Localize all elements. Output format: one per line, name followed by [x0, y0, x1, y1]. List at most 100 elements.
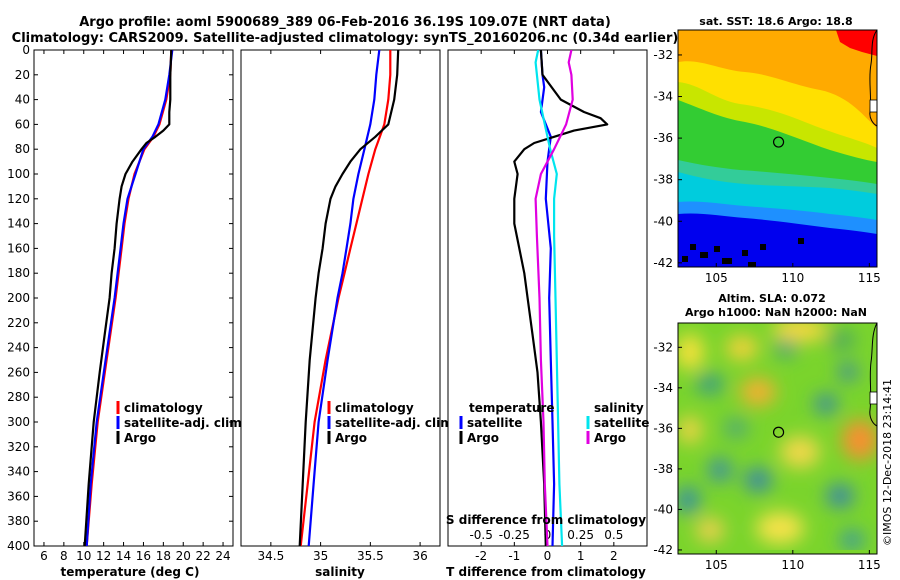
depth-tick-label: 380: [7, 514, 30, 528]
figure-title-line1: Argo profile: aoml 5900689_389 06-Feb-20…: [79, 15, 611, 30]
lat-tick-label: -42: [653, 543, 673, 557]
s-tick-label: 0.25: [567, 528, 594, 542]
x-tick-label: 1: [577, 549, 585, 563]
depth-tick-label: 400: [7, 539, 30, 553]
depth-tick-label: 340: [7, 465, 30, 479]
x-tick-label: 34.5: [257, 549, 284, 563]
series-line-argo: [298, 50, 400, 546]
x-tick-label: 10: [76, 549, 91, 563]
sst-coastline: [869, 30, 877, 127]
lat-tick-label: -42: [653, 256, 673, 270]
depth-tick-label: 160: [7, 241, 30, 255]
x-tick-label: 18: [156, 549, 171, 563]
sst-hotspot-red: [836, 30, 877, 56]
series-line-satellite-adj-clim-: [307, 50, 381, 546]
legend-title-salinity: salinity: [594, 401, 644, 415]
depth-tick-label: 60: [15, 117, 30, 131]
argo-position-marker: [772, 136, 785, 148]
legend-label-satellite: satellite-adj. clim.: [335, 416, 457, 430]
sst-map-field: [678, 30, 877, 267]
legend-label-argo: Argo: [335, 431, 367, 445]
x-tick-label: 12: [96, 549, 111, 563]
depth-tick-label: 220: [7, 316, 30, 330]
salinity-panel: 34.5 35 35.5 36 salinity climatology satell…: [240, 49, 457, 579]
lon-tick-label: 105: [705, 558, 728, 572]
difference-axes-frame: [447, 49, 648, 547]
legend-label-t-satellite: satellite: [467, 416, 522, 430]
salinity-x-axis: 34.5 35 35.5 36: [257, 50, 428, 563]
difference-xlabel: T difference from climatology: [446, 565, 646, 579]
series-line-t-argo: [513, 50, 609, 546]
series-line-s-argo: [534, 50, 574, 546]
temperature-legend: climatology satellite-adj. clim. Argo: [116, 401, 246, 445]
legend-label-s-argo: Argo: [594, 431, 626, 445]
depth-tick-label: 280: [7, 390, 30, 404]
lat-tick-label: -34: [653, 381, 673, 395]
sst-map-frame: [677, 29, 878, 268]
lat-tick-label: -32: [653, 48, 673, 62]
legend-label-argo: Argo: [124, 431, 156, 445]
lat-tick-label: -40: [653, 502, 673, 516]
x-tick-label: 8: [60, 549, 68, 563]
sst-band-blue: [678, 213, 877, 267]
imos-credit: ©IMOS 12-Dec-2018 23:14:41: [881, 379, 894, 546]
depth-tick-label: 140: [7, 217, 30, 231]
sst-map-title: sat. SST: 18.6 Argo: 18.8: [699, 15, 852, 28]
depth-tick-label: 40: [15, 93, 30, 107]
s-tick-label: -0.5: [469, 528, 492, 542]
depth-tick-label: 20: [15, 68, 30, 82]
sla-anomaly-blobs: [678, 323, 877, 550]
temperature-lines: [83, 50, 174, 546]
depth-tick-label: 360: [7, 489, 30, 503]
lat-tick-label: -32: [653, 340, 673, 354]
depth-tick-label: 100: [7, 167, 30, 181]
sla-map-frame: [677, 322, 878, 555]
depth-tick-label: 300: [7, 415, 30, 429]
x-tick-label: 6: [40, 549, 48, 563]
lon-tick-label: 115: [858, 558, 881, 572]
legend-title-temperature: temperature: [469, 401, 554, 415]
sla-map-field: [678, 323, 877, 554]
difference-x-axis: -2 -1 0 1 2: [475, 50, 618, 563]
temperature-panel: 0204060801001201401601802002202402602803…: [7, 43, 647, 579]
series-line-climatology: [299, 50, 392, 546]
legend-label-s-satellite: satellite: [594, 416, 649, 430]
series-line-t-satellite: [539, 50, 556, 546]
series-line-satellite-adj-clim-: [85, 50, 174, 546]
sla-map-axes: 105 110 115 -32 -34 -36 -38 -40 -42: [653, 340, 880, 572]
sla-land-patch: [869, 391, 877, 405]
sst-map: sat. SST: 18.6 Argo: 18.8 105 110 115 -32 -3…: [653, 15, 880, 285]
sla-coastline: [869, 323, 877, 427]
legend-label-climatology: climatology: [124, 401, 203, 415]
sla-map: Altim. SLA: 0.072 Argo h1000: NaN h2000:…: [653, 292, 880, 572]
x-tick-label: -1: [508, 549, 520, 563]
sst-land-mask: [682, 238, 804, 267]
salinity-difference-axis-labels: -0.5 -0.25 0 0.25 0.5: [469, 528, 623, 542]
legend-label-t-argo: Argo: [467, 431, 499, 445]
x-tick-label: 35.5: [357, 549, 384, 563]
salinity-lines: [298, 50, 400, 546]
sst-map-axes: 105 110 115 -32 -34 -36 -38 -40 -42: [653, 48, 880, 285]
depth-tick-label: 80: [15, 142, 30, 156]
lon-tick-label: 115: [858, 271, 881, 285]
lat-tick-label: -38: [653, 462, 673, 476]
sst-land-patch: [869, 99, 877, 113]
salinity-difference-xlabel: S difference from climatology: [446, 513, 646, 527]
depth-tick-label: 120: [7, 192, 30, 206]
legend-label-climatology: climatology: [335, 401, 414, 415]
legend-label-satellite: satellite-adj. clim.: [124, 416, 246, 430]
depth-tick-label: 0: [22, 43, 30, 57]
lon-tick-label: 110: [781, 558, 804, 572]
s-tick-label: 0.5: [604, 528, 623, 542]
temperature-x-axis: 6 8 10 12 14 16 18 20 22 24: [40, 50, 231, 563]
temperature-axes-frame: [33, 49, 234, 547]
depth-tick-label: 320: [7, 440, 30, 454]
lon-tick-label: 110: [781, 271, 804, 285]
x-tick-label: 20: [176, 549, 191, 563]
lat-tick-label: -38: [653, 173, 673, 187]
argo-position-marker: [772, 426, 785, 438]
salinity-legend: climatology satellite-adj. clim. Argo: [327, 401, 457, 445]
x-tick-label: -2: [475, 549, 487, 563]
depth-tick-label: 260: [7, 365, 30, 379]
